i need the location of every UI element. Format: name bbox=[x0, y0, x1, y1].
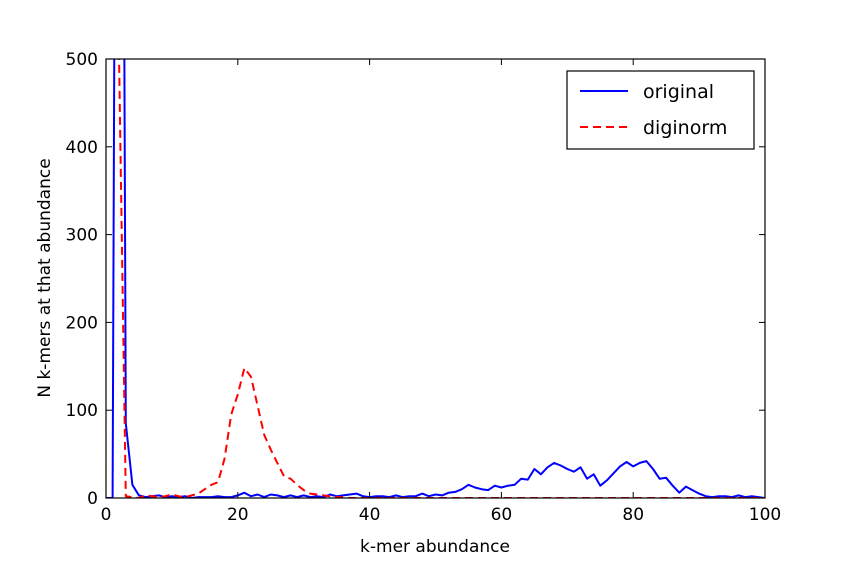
x-tick-label: 40 bbox=[359, 505, 381, 525]
legend: original diginorm bbox=[566, 70, 755, 150]
x-tick-label: 80 bbox=[622, 505, 644, 525]
y-tick-label: 200 bbox=[66, 313, 98, 333]
ticks-layer: 0 20 40 60 80 100 0 100 200 300 400 500 bbox=[66, 50, 782, 525]
x-tick-label: 0 bbox=[101, 505, 112, 525]
plot-frame bbox=[105, 58, 766, 499]
x-tick-label: 20 bbox=[227, 505, 249, 525]
x-axis-label: k-mer abundance bbox=[360, 537, 510, 557]
x-tick-label: 100 bbox=[749, 505, 781, 525]
y-tick-label: 300 bbox=[66, 226, 98, 246]
legend-frame bbox=[566, 70, 755, 150]
x-tick-label: 60 bbox=[491, 505, 513, 525]
legend-label-diginorm: diginorm bbox=[643, 117, 727, 139]
legend-label-original: original bbox=[643, 81, 714, 103]
y-tick-label: 100 bbox=[66, 401, 98, 421]
y-tick-label: 0 bbox=[87, 489, 98, 509]
series-line-original bbox=[106, 59, 765, 498]
series-line-diginorm bbox=[117, 59, 765, 498]
y-tick-label: 400 bbox=[66, 138, 98, 158]
series-layer bbox=[106, 59, 765, 498]
y-tick-label: 500 bbox=[66, 50, 98, 70]
y-axis-label: N k-mers at that abundance bbox=[35, 158, 55, 397]
